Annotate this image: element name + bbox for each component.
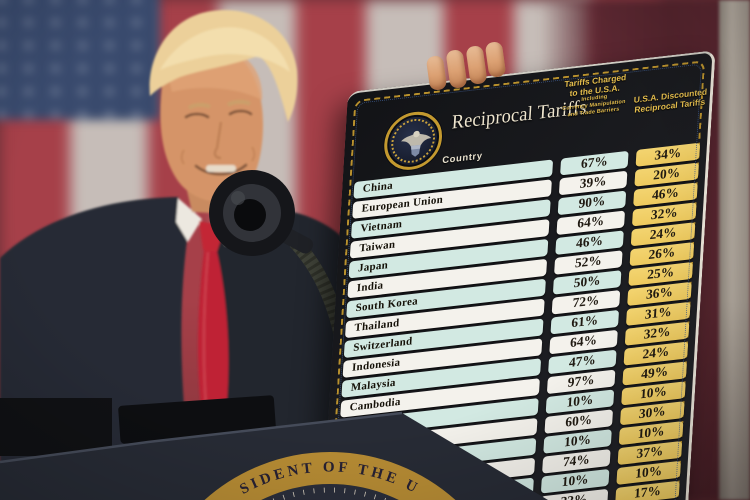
tariff-board: Reciprocal Tariffs Tariffs Charged to th… [318,50,716,500]
background-pillar [719,0,750,500]
american-flag-canton-stars [0,0,160,120]
